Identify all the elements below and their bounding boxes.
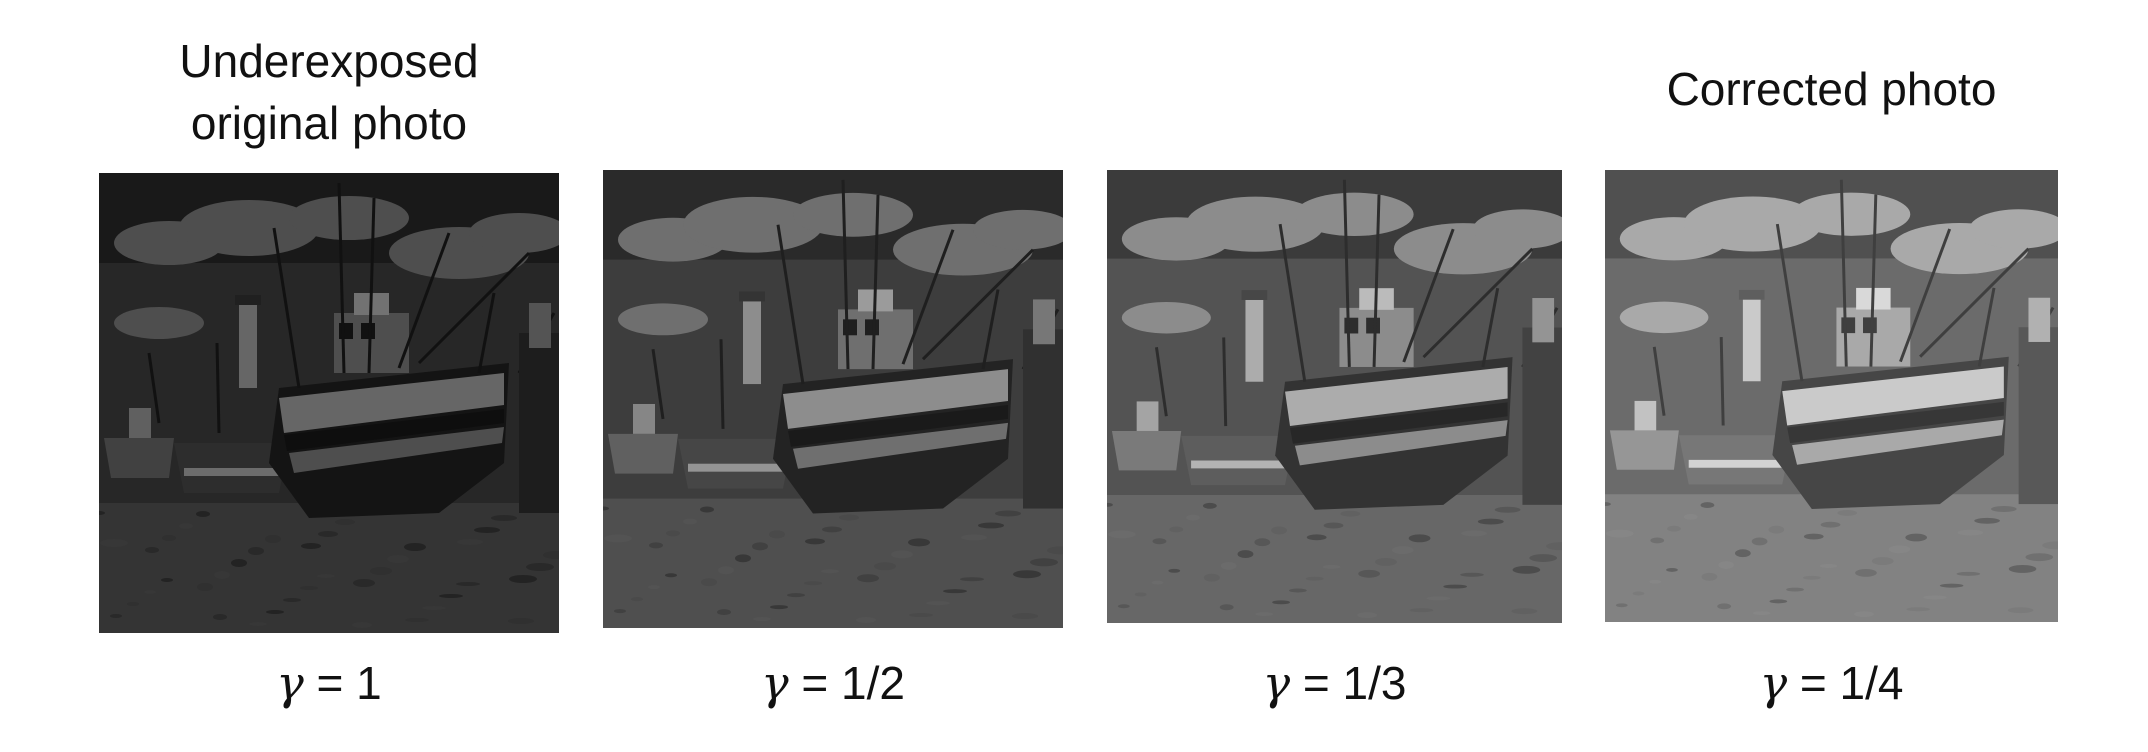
boat-photo	[1107, 170, 1562, 623]
gamma-caption: γ = 1/3	[1107, 655, 1562, 711]
gamma-symbol: γ	[1759, 656, 1788, 710]
panel-heading: Corrected photo	[1666, 63, 1997, 115]
boat-photo	[99, 173, 559, 633]
gamma-symbol: γ	[761, 656, 789, 710]
boat-photo	[603, 170, 1063, 628]
gamma-value: = 1	[316, 657, 382, 709]
gamma-caption: γ = 1/2	[603, 655, 1063, 711]
gamma-value: = 1/2	[801, 657, 905, 709]
gamma-symbol: γ	[276, 656, 304, 710]
gamma-value: = 1/4	[1799, 657, 1904, 709]
gamma-symbol: γ	[1262, 656, 1291, 710]
panel-heading: Underexposed original photo	[179, 35, 479, 149]
gamma-value: = 1/3	[1302, 657, 1407, 709]
gamma-caption: γ = 1/4	[1605, 655, 2058, 711]
gamma-caption: γ = 1	[99, 655, 559, 711]
boat-photo	[1605, 170, 2058, 622]
